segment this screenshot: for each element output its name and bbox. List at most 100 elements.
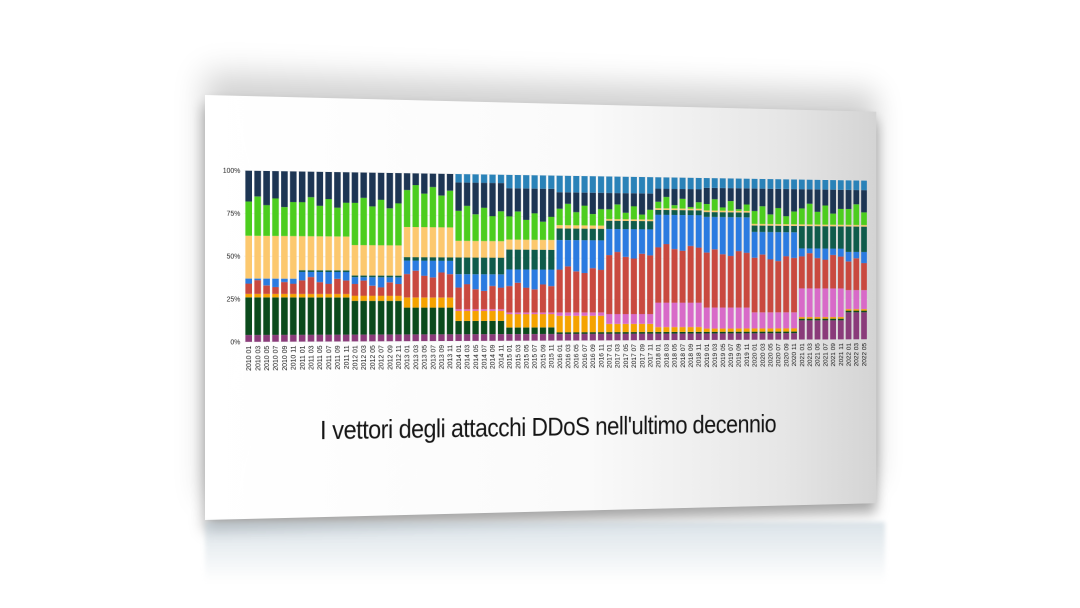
bar-segment: [815, 319, 821, 321]
bar-segment: [822, 190, 828, 206]
bar-segment: [464, 174, 470, 182]
bar-segment: [455, 174, 461, 182]
bar-segment: [655, 189, 661, 202]
x-tick-label: 2016 07: [582, 344, 588, 368]
bar-segment: [815, 189, 821, 211]
bar-segment: [498, 274, 504, 287]
bar-segment: [688, 303, 694, 327]
bar-segment: [404, 190, 410, 227]
bar-segment: [590, 240, 596, 268]
bar-segment: [378, 245, 384, 275]
bar-segment: [752, 333, 758, 339]
bar-segment: [395, 203, 401, 245]
bar-segment: [799, 224, 805, 226]
bar-segment: [421, 227, 427, 257]
bar-segment: [767, 189, 773, 215]
bar-segment: [767, 312, 773, 328]
bar-segment: [573, 176, 579, 193]
bar-segment: [672, 208, 678, 210]
bar-segment: [696, 248, 702, 303]
x-tick-label: 2016 01: [557, 344, 563, 368]
x-tick-label: 2012 01: [353, 345, 360, 370]
bar-segment: [712, 199, 718, 210]
bar-segment: [481, 311, 487, 321]
bar-segment: [614, 324, 620, 332]
bar-segment: [598, 240, 604, 270]
bar-segment: [447, 261, 453, 274]
bar-segment: [334, 294, 340, 297]
bar-segment: [846, 190, 852, 209]
bar-segment: [799, 248, 805, 256]
bar-segment: [614, 332, 620, 334]
bar-segment: [720, 333, 726, 339]
bar-segment: [861, 212, 867, 225]
bar-segment: [655, 247, 661, 302]
bar-segment: [317, 282, 324, 294]
bar-segment: [430, 298, 436, 308]
bar-segment: [744, 213, 750, 218]
x-tick-label: 2013 09: [439, 345, 446, 370]
bar-segment: [822, 225, 828, 227]
bar-segment: [647, 314, 653, 324]
bar-segment: [606, 193, 612, 209]
x-tick-label: 2017 05: [623, 344, 629, 368]
bar-segment: [299, 335, 306, 342]
bar-segment: [523, 250, 529, 270]
bar-segment: [581, 225, 587, 228]
bar-segment: [581, 193, 587, 206]
x-tick-label: 2019 11: [744, 343, 750, 366]
bar-segment: [540, 175, 546, 188]
bar-segment: [557, 270, 563, 313]
bar-segment: [532, 289, 538, 312]
bar-segment: [557, 332, 563, 334]
bar-segment: [688, 327, 694, 332]
bar-segment: [853, 258, 859, 290]
bar-segment: [369, 206, 375, 245]
bar-segment: [378, 335, 384, 342]
y-tick-label: 25%: [227, 296, 241, 303]
bar-segment: [647, 210, 653, 220]
bar-segment: [728, 333, 734, 339]
bar-segment: [728, 211, 734, 213]
bar-segment: [489, 286, 495, 309]
bar-segment: [752, 179, 758, 189]
bar-segment: [360, 198, 366, 245]
bar-segment: [846, 290, 852, 309]
bar-segment: [325, 335, 332, 342]
bar-segment: [532, 213, 538, 240]
bar-segment: [430, 261, 436, 278]
bar-segment: [481, 334, 487, 341]
bar-segment: [775, 261, 781, 312]
bar-segment: [688, 178, 694, 189]
x-tick-label: 2014 05: [473, 345, 480, 370]
bar-segment: [581, 273, 587, 312]
bar-segment: [815, 320, 821, 339]
bar-segment: [498, 258, 504, 275]
bar-segment: [352, 203, 358, 245]
bar-segment: [861, 225, 867, 227]
bar-segment: [815, 225, 821, 227]
bar-segment: [696, 303, 702, 327]
bar-segment: [775, 333, 781, 339]
bar-segment: [421, 173, 427, 193]
bar-segment: [736, 332, 742, 334]
x-tick-label: 2011 01: [300, 345, 307, 370]
x-tick-label: 2021 05: [815, 343, 821, 367]
x-tick-label: 2011 03: [309, 345, 316, 370]
bar-segment: [455, 309, 461, 311]
bar-segment: [720, 207, 726, 210]
bar-segment: [343, 203, 349, 237]
bar-segment: [325, 172, 332, 199]
bar-segment: [455, 258, 461, 275]
bar-segment: [481, 241, 487, 258]
x-tick-label: 2017 11: [648, 344, 654, 368]
bar-segment: [807, 224, 813, 226]
bar-segment: [548, 327, 554, 334]
bar-segment: [696, 189, 702, 202]
bar-segment: [455, 182, 461, 210]
bar-segment: [455, 241, 461, 258]
bar-segment: [369, 296, 375, 301]
bar-segment: [736, 212, 742, 217]
x-tick-label: 2010 09: [282, 345, 289, 370]
bar-segment: [799, 256, 805, 288]
